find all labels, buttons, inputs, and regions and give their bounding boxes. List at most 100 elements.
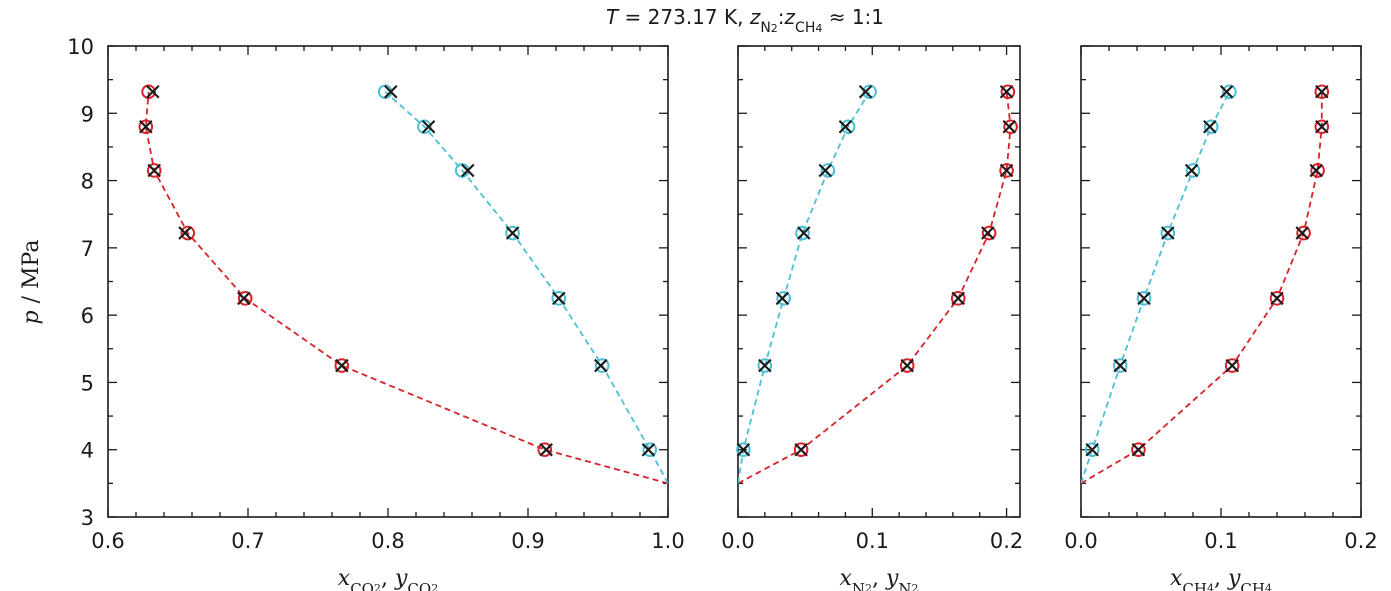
- plot-frame: [1080, 45, 1362, 518]
- liquid-cross-point: [1295, 226, 1309, 240]
- vapor-cross-point: [1137, 291, 1151, 306]
- vapor-cross-point: [858, 85, 873, 99]
- liquid-circle-point: [899, 358, 915, 373]
- plot-frame: [107, 45, 669, 518]
- vapor-cross-point: [461, 163, 475, 178]
- liquid-cross-point: [900, 358, 914, 373]
- liquid-cross-point: [999, 163, 1014, 178]
- y-tick-label: 4: [81, 439, 94, 463]
- panel-ch4: 0.0 0.1 0.2 xCH4, yCH4: [1064, 45, 1378, 591]
- y-tick-label: 10: [67, 35, 94, 59]
- vapor-circle-point: [862, 84, 877, 100]
- x-tick-label: 0.1: [1204, 529, 1237, 553]
- y-tick-label: 7: [81, 237, 94, 261]
- liquid-cross-point: [539, 442, 553, 457]
- liquid-cross-point: [1225, 358, 1239, 373]
- vapor-cross-point: [758, 358, 772, 373]
- vapor-cross-point: [1085, 442, 1099, 457]
- vapor-circle-point: [1084, 442, 1100, 458]
- x-tick-label: 0.1: [856, 529, 889, 553]
- liquid-cross-point: [1309, 163, 1323, 178]
- liquid-circle-point: [793, 442, 809, 458]
- vapor-cross-point: [505, 226, 520, 240]
- vapor-circle-point: [776, 291, 791, 306]
- liquid-cross-point: [981, 226, 995, 240]
- liquid-circle-point: [146, 163, 162, 178]
- liquid-cross-point: [794, 442, 808, 457]
- x-axis-label: xCO2, yCO2: [338, 566, 438, 591]
- liquid-circle-point: [1296, 225, 1311, 241]
- liquid-circle-point: [950, 291, 966, 306]
- vapor-circle-point: [551, 291, 567, 306]
- x-tick-label: 0.9: [511, 529, 544, 553]
- liquid-circle-point: [334, 358, 350, 373]
- vapor-circle-point: [594, 358, 610, 373]
- liquid-cross-point: [1131, 442, 1146, 457]
- vapor-circle-point: [820, 163, 836, 178]
- liquid-circle-point: [138, 119, 154, 135]
- liquid-circle-point: [1000, 84, 1016, 100]
- vapor-circle-point: [840, 119, 856, 135]
- y-tick-label: 3: [81, 506, 94, 530]
- vapor-circle-point: [1185, 163, 1201, 178]
- x-tick-label: 0.0: [721, 529, 754, 553]
- x-tick-label: 0.7: [231, 529, 264, 553]
- y-tick-label: 9: [81, 102, 94, 126]
- liquid-circle-point: [1310, 163, 1325, 178]
- liquid-dashed-line: [144, 91, 668, 485]
- liquid-circle-point: [537, 442, 553, 458]
- vapor-cross-point: [421, 120, 436, 134]
- vapor-cross-point: [1184, 163, 1199, 178]
- liquid-cross-point: [951, 291, 965, 306]
- vapor-circle-point: [1203, 119, 1219, 135]
- x-axis-label: xN2, yN2: [839, 566, 918, 591]
- liquid-circle-point: [1314, 119, 1330, 135]
- figure-title: T = 273.17 K, zN2:zCH4 ≈ 1:1: [606, 5, 884, 36]
- liquid-cross-point: [178, 226, 192, 240]
- vapor-cross-point: [552, 291, 566, 306]
- x-tick-label: 0.8: [371, 529, 404, 553]
- liquid-cross-point: [1002, 120, 1017, 134]
- liquid-dashed-line: [738, 91, 1012, 485]
- y-tick-label: 8: [81, 170, 94, 194]
- vapor-cross-point: [797, 226, 811, 240]
- liquid-cross-point: [1315, 85, 1329, 99]
- liquid-circle-point: [999, 163, 1014, 178]
- vapor-circle-point: [1160, 225, 1176, 241]
- liquid-cross-point: [335, 358, 349, 373]
- panel-n2: 0.0 0.1 0.2 xN2, yN2: [721, 45, 1023, 591]
- liquid-cross-point: [139, 120, 153, 134]
- vapor-cross-point: [384, 85, 398, 99]
- plot-frame: [737, 45, 1021, 518]
- liquid-circle-point: [237, 291, 253, 306]
- vapor-circle-point: [505, 225, 520, 241]
- vapor-cross-point: [736, 442, 751, 457]
- x-tick-label: 0.2: [1344, 529, 1377, 553]
- vapor-circle-point: [642, 442, 658, 458]
- vapor-circle-point: [795, 225, 810, 241]
- vapor-circle-point: [1112, 358, 1128, 373]
- vapor-cross-point: [594, 358, 608, 373]
- liquid-cross-point: [1315, 120, 1329, 134]
- liquid-circle-point: [1314, 84, 1330, 100]
- liquid-cross-point: [147, 163, 161, 178]
- liquid-circle-point: [1269, 291, 1285, 306]
- vapor-cross-point: [818, 163, 833, 178]
- liquid-circle-point: [141, 84, 156, 100]
- vapor-cross-point: [1161, 226, 1175, 240]
- vapor-circle-point: [1136, 291, 1152, 306]
- liquid-circle-point: [1131, 442, 1146, 458]
- liquid-cross-point: [999, 85, 1014, 99]
- liquid-circle-point: [180, 225, 196, 241]
- x-tick-label: 1.0: [651, 529, 684, 553]
- y-tick-label: 5: [81, 371, 94, 395]
- liquid-circle-point: [981, 225, 997, 241]
- vapor-circle-point: [736, 442, 751, 458]
- x-tick-label: 0.2: [990, 529, 1023, 553]
- liquid-circle-point: [1224, 358, 1240, 373]
- vapor-dashed-line: [1081, 91, 1231, 484]
- liquid-circle-point: [1003, 119, 1018, 135]
- vapor-circle-point: [417, 119, 432, 135]
- panel-co2: 0.6 0.7 0.8 0.9 1.0 3 4 5 6 7 8 9 10 xCO2, yCO2: [67, 35, 684, 591]
